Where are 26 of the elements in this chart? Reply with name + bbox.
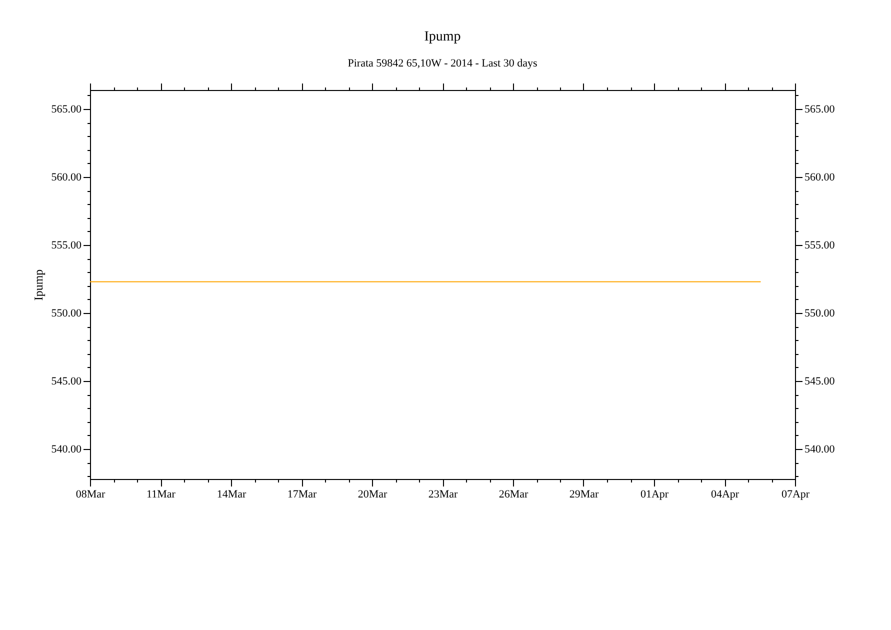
- x-tick-label: 17Mar: [287, 488, 317, 500]
- y-tick-label: 555.00: [51, 240, 82, 252]
- y2-tick-label: 555.00: [804, 240, 836, 252]
- x-tick-label: 04Apr: [710, 488, 740, 500]
- y-tick-label: 545.00: [51, 376, 82, 388]
- y-axis-title: Ipump: [31, 269, 46, 301]
- y2-tick-label: 560.00: [804, 172, 836, 184]
- y-tick-label: 565.00: [51, 104, 82, 116]
- x-tick-label: 01Apr: [640, 488, 669, 500]
- chart-title: Ipump: [424, 30, 461, 44]
- x-tick-label: 20Mar: [358, 488, 388, 500]
- x-tick-label: 26Mar: [498, 488, 528, 500]
- y-tick-label: 540.00: [51, 444, 82, 456]
- y2-tick-label: 550.00: [804, 308, 836, 320]
- x-tick-label: 29Mar: [569, 488, 599, 500]
- chart-subtitle: Pirata 59842 65,10W - 2014 - Last 30 days: [348, 58, 538, 70]
- y2-tick-label: 565.00: [804, 104, 836, 116]
- y-tick-label: 560.00: [51, 172, 82, 184]
- x-tick-label: 14Mar: [216, 488, 246, 500]
- y2-tick-label: 540.00: [804, 444, 836, 456]
- x-tick-label: 08Mar: [76, 488, 106, 500]
- x-tick-label: 07Apr: [781, 488, 810, 500]
- x-tick-label: 11Mar: [146, 488, 176, 500]
- y2-tick-label: 545.00: [804, 376, 836, 388]
- x-tick-label: 23Mar: [428, 488, 458, 500]
- y-tick-label: 550.00: [51, 308, 82, 320]
